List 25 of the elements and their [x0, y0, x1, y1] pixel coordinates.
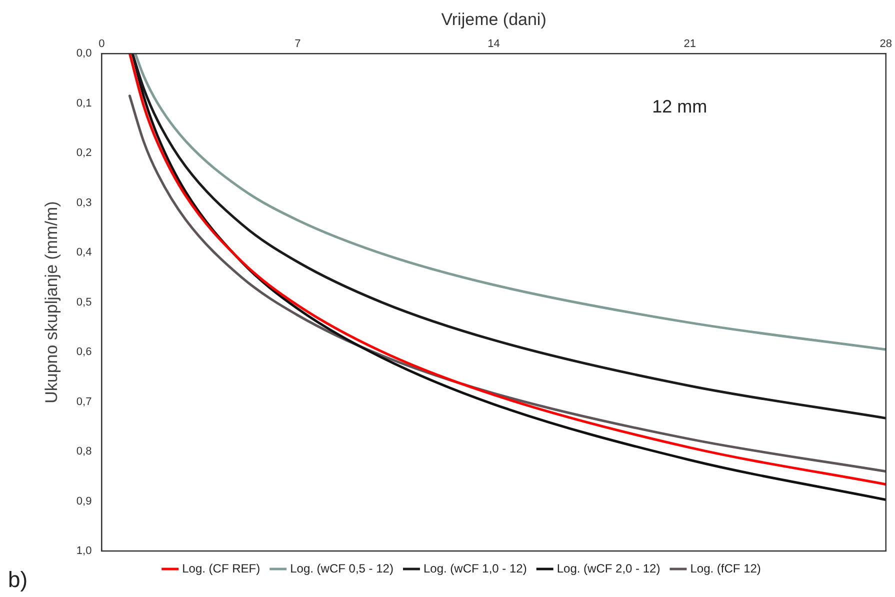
legend-label: Log. (CF REF) [182, 561, 260, 576]
x-tick-label: 21 [684, 38, 696, 50]
x-tick-label: 14 [488, 38, 500, 50]
y-tick-label: 1,0 [76, 545, 92, 558]
y-tick-label: 0,1 [76, 97, 92, 110]
y-tick-label: 0,0 [76, 48, 92, 60]
x-tick-label: 7 [294, 38, 301, 50]
annotation: 12 mm [652, 96, 708, 117]
y-tick-label: 0,8 [76, 446, 92, 458]
x-tick-label: 28 [880, 38, 892, 50]
legend-label: Log. (wCF 2,0 - 12) [556, 561, 660, 576]
legend-label: Log. (fCF 12) [690, 561, 761, 576]
text: b) [8, 567, 28, 592]
y-tick-label: 0,5 [76, 296, 92, 308]
y-axis-title: Ukupno skupljanje (mm/m) [42, 201, 61, 404]
y-tick-label: 0,2 [76, 147, 92, 160]
legend-label: Log. (wCF 0,5 - 12) [290, 561, 394, 576]
y-tick-label: 0,4 [76, 246, 92, 259]
x-axis-title: Vrijeme (dani) [441, 10, 546, 29]
legend-label: Log. (wCF 1,0 - 12) [423, 561, 527, 576]
y-tick-label: 0,7 [76, 396, 92, 408]
x-tick-label: 0 [98, 38, 105, 50]
y-tick-label: 0,9 [76, 495, 92, 508]
y-tick-label: 0,3 [76, 196, 92, 209]
y-tick-label: 0,6 [76, 346, 92, 358]
